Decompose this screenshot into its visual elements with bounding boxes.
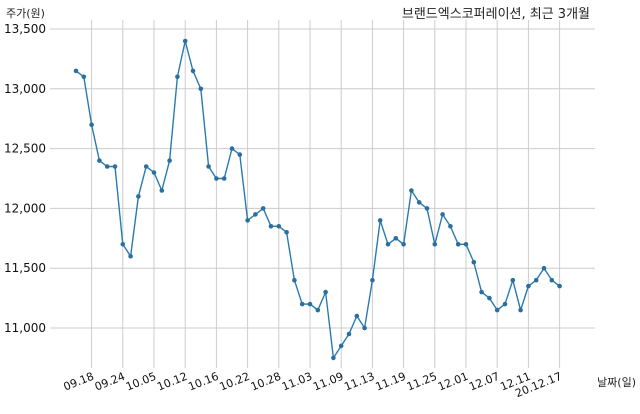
data-point: [370, 277, 375, 283]
data-point: [494, 307, 500, 313]
x-tick-label: 09.18: [62, 370, 96, 394]
data-point: [73, 68, 79, 74]
y-tick-label: 11,500: [4, 261, 46, 275]
y-axis-ticks: 11,000 11,500 12,000 12,500 13,000 13,500: [4, 22, 46, 335]
data-point: [221, 176, 227, 181]
data-point: [502, 301, 508, 307]
data-point: [385, 242, 391, 247]
data-point: [104, 164, 110, 169]
chart-title: 브랜드엑스코퍼레이션, 최근 3개월: [402, 7, 590, 22]
data-point: [151, 170, 157, 175]
data-point: [479, 289, 484, 295]
y-tick-label: 11,000: [4, 321, 46, 335]
data-point: [89, 122, 94, 127]
x-tick-label: 12.01: [436, 370, 470, 394]
data-point: [557, 283, 562, 289]
y-axis-label: 주가(원): [6, 7, 45, 20]
data-point: [393, 236, 399, 241]
data-point: [346, 331, 352, 337]
data-point: [518, 307, 523, 313]
x-tick-label: 10.28: [249, 370, 283, 394]
data-point: [284, 230, 289, 235]
data-point: [323, 289, 328, 295]
data-point: [182, 38, 188, 44]
data-point: [206, 164, 211, 169]
x-tick-label: 11.25: [405, 370, 439, 394]
x-tick-label: 11.13: [342, 370, 376, 394]
data-point: [136, 194, 141, 199]
data-point: [533, 277, 539, 283]
data-point: [549, 277, 555, 283]
data-point: [159, 188, 165, 193]
data-point: [377, 218, 383, 223]
data-point: [229, 146, 235, 151]
data-point: [455, 242, 461, 247]
x-tick-label: 09.24: [93, 370, 127, 394]
data-point: [128, 253, 133, 259]
y-tick-label: 12,000: [4, 201, 46, 215]
data-point: [167, 158, 172, 163]
data-point: [315, 307, 321, 313]
data-point: [143, 164, 149, 169]
data-point: [432, 242, 438, 247]
data-point: [416, 200, 422, 205]
data-point: [424, 206, 430, 211]
x-tick-label: 10.16: [186, 370, 220, 394]
x-axis-label: 날짜(일): [597, 375, 636, 389]
data-point: [198, 86, 204, 92]
x-tick-label: 12.07: [467, 370, 501, 394]
data-point: [487, 295, 492, 301]
grid: [50, 20, 595, 368]
data-point: [245, 218, 250, 223]
data-point: [448, 224, 453, 229]
x-tick-label: 11.19: [374, 370, 408, 394]
data-point: [440, 212, 445, 217]
data-point: [237, 152, 243, 157]
x-tick-label: 11.03: [280, 370, 314, 394]
data-point: [409, 188, 414, 193]
price-points: [73, 38, 562, 361]
x-axis-ticks: 09.1809.2410.0510.1210.1610.2210.2811.03…: [62, 370, 564, 400]
data-point: [276, 224, 282, 229]
data-point: [471, 259, 477, 265]
x-tick-label: 10.22: [218, 370, 252, 394]
y-tick-label: 13,500: [4, 22, 46, 36]
data-point: [81, 74, 87, 80]
data-point: [354, 313, 360, 319]
x-tick-label: 10.05: [124, 370, 158, 394]
data-point: [338, 343, 344, 349]
data-point: [112, 164, 118, 169]
data-point: [541, 265, 547, 271]
data-point: [253, 212, 258, 217]
data-point: [175, 74, 180, 80]
data-point: [510, 277, 516, 283]
data-point: [463, 242, 469, 247]
data-point: [214, 176, 219, 181]
data-point: [307, 301, 313, 307]
data-point: [268, 224, 274, 229]
data-point: [331, 355, 336, 361]
data-point: [299, 301, 305, 307]
data-point: [190, 68, 196, 74]
data-point: [292, 277, 297, 283]
data-point: [260, 206, 266, 211]
y-tick-label: 13,000: [4, 82, 46, 96]
data-point: [401, 242, 406, 247]
y-tick-label: 12,500: [4, 142, 46, 156]
data-point: [97, 158, 102, 163]
data-point: [120, 242, 126, 247]
x-tick-label: 10.12: [155, 370, 189, 394]
x-tick-label: 11.09: [311, 370, 345, 394]
data-point: [362, 325, 367, 331]
data-point: [526, 283, 531, 289]
